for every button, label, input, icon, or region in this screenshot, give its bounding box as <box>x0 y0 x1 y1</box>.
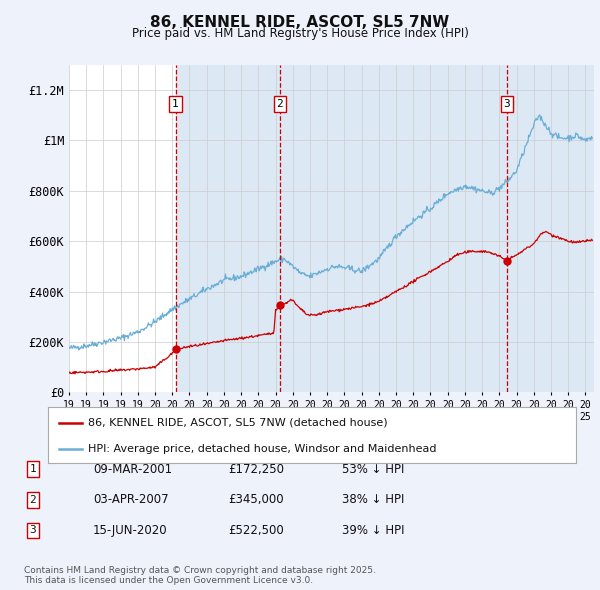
Text: £345,000: £345,000 <box>228 493 284 506</box>
Text: £172,250: £172,250 <box>228 463 284 476</box>
Text: 53% ↓ HPI: 53% ↓ HPI <box>342 463 404 476</box>
Text: 2: 2 <box>277 99 283 109</box>
Text: £522,500: £522,500 <box>228 524 284 537</box>
Bar <box>176 65 280 392</box>
Bar <box>280 65 507 392</box>
Text: 09-MAR-2001: 09-MAR-2001 <box>93 463 172 476</box>
Text: 39% ↓ HPI: 39% ↓ HPI <box>342 524 404 537</box>
Text: HPI: Average price, detached house, Windsor and Maidenhead: HPI: Average price, detached house, Wind… <box>88 444 436 454</box>
Bar <box>507 65 594 392</box>
Text: Contains HM Land Registry data © Crown copyright and database right 2025.
This d: Contains HM Land Registry data © Crown c… <box>24 566 376 585</box>
Text: 38% ↓ HPI: 38% ↓ HPI <box>342 493 404 506</box>
Text: 15-JUN-2020: 15-JUN-2020 <box>93 524 167 537</box>
Text: 1: 1 <box>172 99 179 109</box>
Text: 2: 2 <box>29 495 37 504</box>
Text: 1: 1 <box>29 464 37 474</box>
Text: Price paid vs. HM Land Registry's House Price Index (HPI): Price paid vs. HM Land Registry's House … <box>131 27 469 40</box>
Text: 86, KENNEL RIDE, ASCOT, SL5 7NW (detached house): 86, KENNEL RIDE, ASCOT, SL5 7NW (detache… <box>88 418 387 428</box>
Text: 03-APR-2007: 03-APR-2007 <box>93 493 169 506</box>
Text: 3: 3 <box>503 99 511 109</box>
Text: 86, KENNEL RIDE, ASCOT, SL5 7NW: 86, KENNEL RIDE, ASCOT, SL5 7NW <box>151 15 449 30</box>
Text: 3: 3 <box>29 526 37 535</box>
